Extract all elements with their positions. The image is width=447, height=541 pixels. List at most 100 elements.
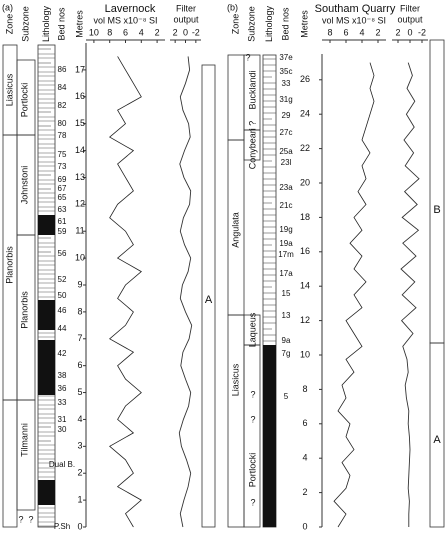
y-tick-label: 18 [300, 212, 310, 222]
y-tick-label: 10 [75, 252, 85, 262]
panel-label: (a) [2, 2, 13, 12]
zone-label: Liasicus [4, 73, 14, 106]
interval-box [429, 39, 445, 344]
column-header: Subzone [20, 6, 30, 42]
y-tick-label: 8 [77, 306, 82, 316]
subzone-label: ? [250, 389, 255, 399]
limestone-block [38, 215, 55, 235]
column-header: Bed nos [56, 7, 66, 41]
y-tick-label: 4 [77, 414, 82, 424]
x-tick-label: 2 [155, 27, 160, 37]
zone-label: Planorbis [4, 246, 14, 284]
zone-label: Angulata [230, 212, 240, 248]
subzone-label: ? [250, 497, 255, 507]
y-tick-label: 22 [300, 143, 310, 153]
lithology-column [37, 44, 56, 528]
x-tick-label: 4 [139, 27, 144, 37]
bed-number: 21c [280, 201, 293, 210]
y-tick-label: 5 [77, 387, 82, 397]
y-tick-label: 16 [75, 91, 85, 101]
bed-number: 42 [58, 349, 67, 358]
y-tick-label: 0 [302, 521, 307, 531]
column-header: Lithology [264, 5, 274, 42]
zone-box [227, 54, 245, 141]
bed-number: 44 [58, 324, 67, 333]
bed-number: 69 [58, 175, 67, 184]
y-tick-label: 9 [77, 279, 82, 289]
y-tick-label: 17 [75, 64, 85, 74]
y-tick-label: 11 [75, 226, 84, 236]
bed-number: 29 [282, 111, 291, 120]
interval-label: A [205, 294, 213, 306]
column-header: Metres [299, 10, 309, 38]
x-tick-label: 8 [327, 27, 332, 37]
bed-number: 65 [58, 193, 67, 202]
subzone-box [16, 399, 36, 511]
y-tick-label: 6 [77, 360, 82, 370]
y-tick-label: 24 [300, 109, 310, 119]
x2-tick-label: 2 [395, 27, 400, 37]
bed-number: 78 [58, 131, 67, 140]
subzone-label: Johnstoni [19, 166, 29, 205]
y-tick-label: 4 [302, 453, 307, 463]
column-header: Zone [4, 14, 14, 35]
subzone-label: ? [245, 52, 250, 62]
y-tick-label: 14 [75, 145, 85, 155]
bed-number: 13 [282, 311, 291, 320]
y-tick-label: 2 [302, 487, 307, 497]
interval-box [429, 342, 445, 528]
subzone-box [243, 344, 261, 528]
bed-number: 82 [58, 101, 67, 110]
filter-label: Filter [176, 3, 196, 13]
bed-number: 36 [58, 384, 67, 393]
y-tick-label: 8 [302, 384, 307, 394]
limestone-block [38, 480, 55, 505]
bed-number: 30 [58, 425, 67, 434]
limestone-block [38, 340, 55, 395]
x-axis-label: vol MS x10⁻⁸ SI [93, 15, 157, 25]
bed-number: 27c [280, 128, 293, 137]
y-tick-label: 7 [77, 333, 82, 343]
y-tick-label: 2 [77, 468, 82, 478]
chart-title: Lavernock [105, 3, 156, 15]
subzone-label: Tilmanni [19, 423, 29, 457]
bed-number: 19a [279, 239, 293, 248]
y-tick-label: 12 [75, 199, 85, 209]
bed-number: 19g [279, 225, 292, 234]
y-tick-label: 0 [77, 521, 82, 531]
subzone-label: Portlocki [247, 453, 257, 488]
y-tick-label: 26 [300, 74, 310, 84]
zone-label: Liasicus [230, 363, 240, 396]
y-tick-label: 15 [75, 118, 85, 128]
bed-number: 73 [58, 162, 67, 171]
filter-line [178, 56, 193, 528]
bed-number: 17a [279, 269, 293, 278]
bed-number: 37e [279, 53, 293, 62]
y-tick-label: 16 [300, 246, 310, 256]
x-tick-label: 6 [123, 27, 128, 37]
bed-number: 9a [282, 336, 291, 345]
subzone-label: ? [28, 514, 33, 524]
x-tick-label: 2 [375, 27, 380, 37]
bed-number: 15 [282, 289, 291, 298]
subzone-label: Portlocki [19, 83, 29, 118]
x-tick-label: 6 [343, 27, 348, 37]
y-tick-label: 20 [300, 177, 310, 187]
limestone-block [263, 345, 276, 527]
filter-label: output [173, 14, 199, 24]
y-tick-label: 1 [77, 494, 82, 504]
bed-number: 38 [58, 371, 67, 380]
column-header: Subzone [246, 6, 256, 42]
interval-box [201, 64, 216, 528]
zone-box [2, 399, 18, 528]
bed-number: 56 [58, 249, 67, 258]
y-tick-label: 3 [77, 441, 82, 451]
y-tick-label: 12 [300, 315, 310, 325]
column-header: Zone [230, 14, 240, 35]
x-tick-label: 4 [359, 27, 364, 37]
bed-number: 75 [58, 150, 67, 159]
bed-number: 7g [282, 349, 291, 358]
bed-number: 35c [280, 67, 293, 76]
bed-number: 23a [279, 183, 293, 192]
